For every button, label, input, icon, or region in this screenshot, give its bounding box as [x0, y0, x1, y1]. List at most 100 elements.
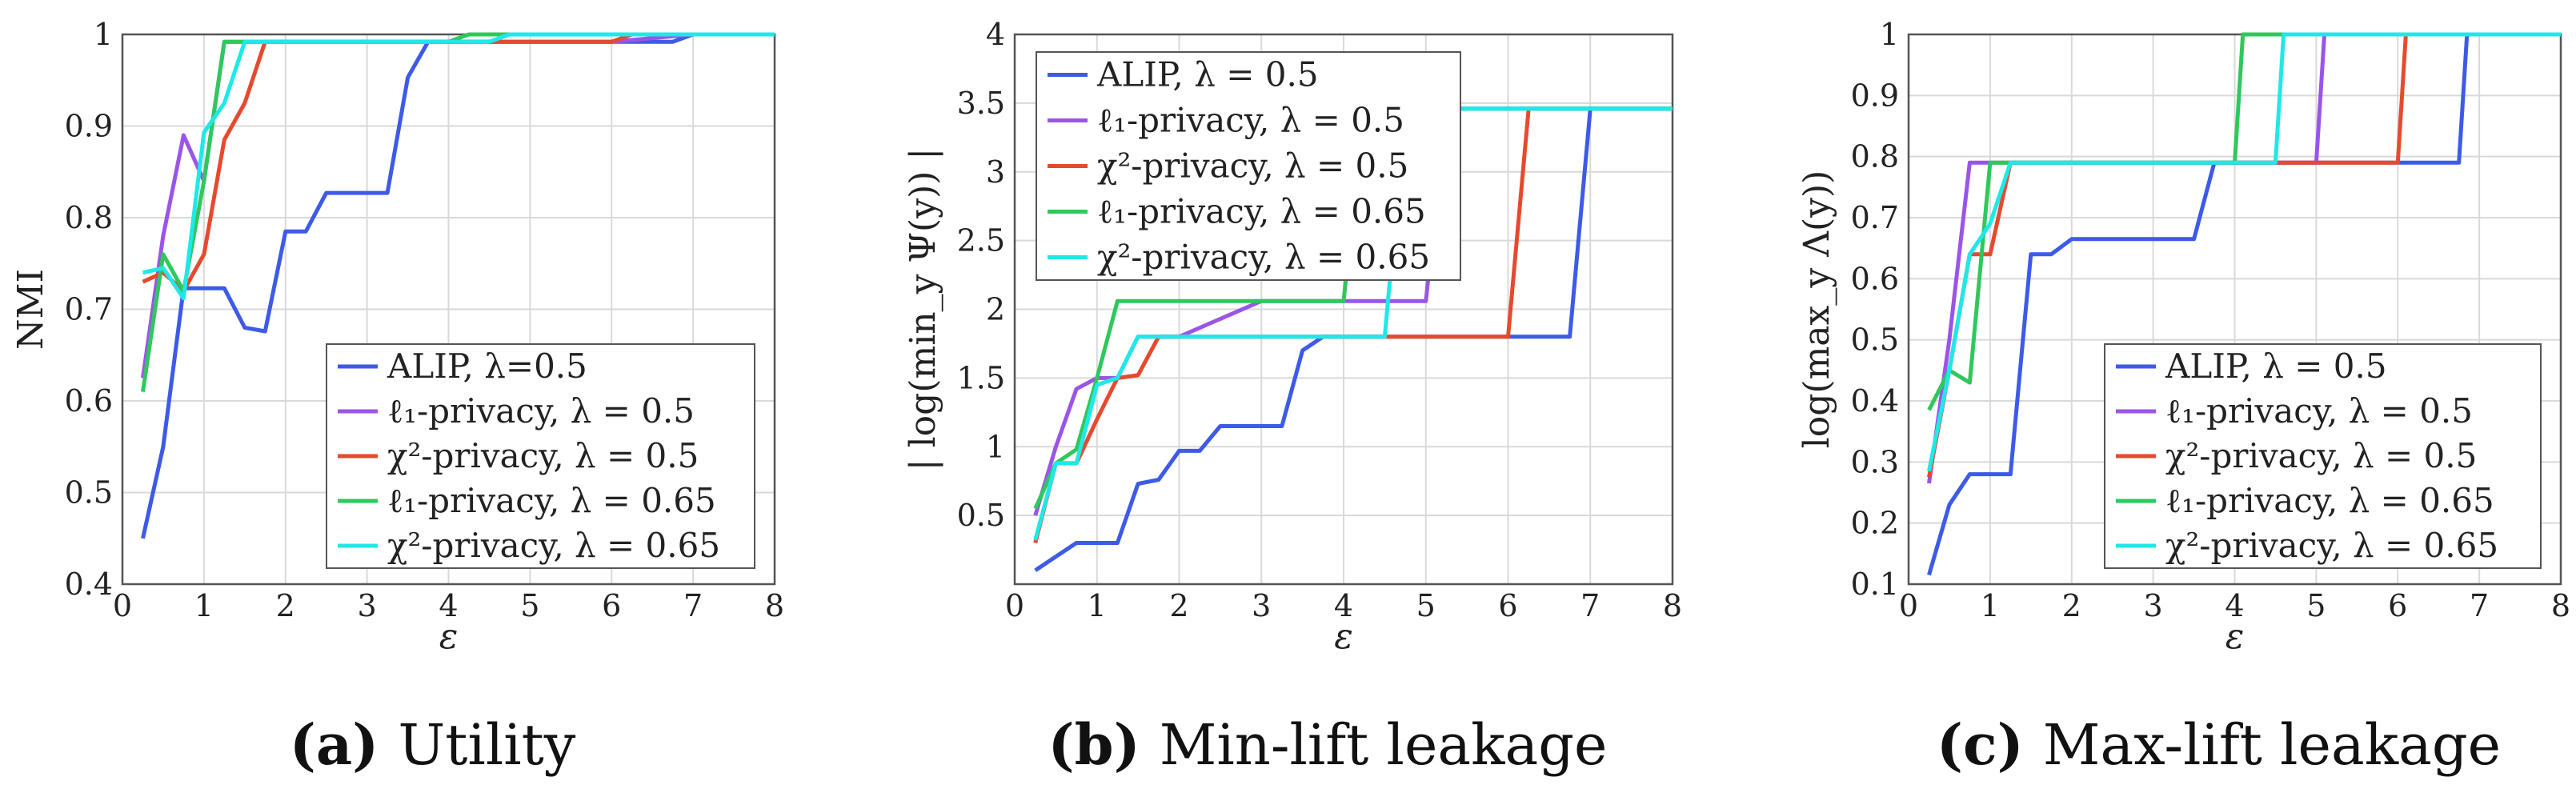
y-tick-label: 0.9	[65, 109, 113, 144]
x-tick-label: 1	[1981, 588, 2000, 623]
series-line-chi-065	[1927, 32, 2561, 472]
x-tick-label: 1	[1088, 588, 1107, 623]
y-tick-label: 0.8	[1851, 139, 1899, 174]
caption-text: (b) Min-lift leakage	[1048, 711, 1608, 778]
caption: (a) Utility	[290, 711, 576, 778]
plot-frame	[121, 33, 776, 586]
series-line-l1-065	[141, 32, 775, 392]
x-tick-label: 0	[1005, 588, 1024, 623]
legend-label: ℓ₁-privacy, λ = 0.65	[1097, 192, 1426, 231]
caption-tag: (a)	[290, 711, 379, 778]
y-tick-label: 1.5	[957, 360, 1005, 395]
x-tick-label: 3	[2144, 588, 2163, 623]
x-tick-label: 7	[2470, 588, 2489, 623]
x-tick-label: 5	[520, 588, 539, 623]
series-line-l1-05	[141, 32, 775, 378]
y-tick-label: 0.2	[1851, 506, 1899, 541]
x-tick-label: 2	[2062, 588, 2081, 623]
series-line-chi-065	[142, 32, 775, 301]
y-tick-label: 0.9	[1851, 78, 1899, 113]
y-tick-label: 0.4	[65, 567, 113, 602]
x-tick-label: 0	[1899, 588, 1918, 623]
y-tick-label: 3.5	[957, 86, 1005, 121]
caption-title: Utility	[398, 712, 575, 778]
caption-text: (a) Utility	[290, 711, 576, 778]
legend-label: χ²-privacy, λ = 0.5	[1097, 146, 1408, 186]
legend-label: ℓ₁-privacy, λ = 0.5	[2165, 391, 2473, 431]
plot-frame	[1907, 33, 2562, 586]
y-tick-label: 0.6	[65, 383, 113, 419]
legend-label: ALIP, λ = 0.5	[2165, 346, 2387, 386]
legend-label: ALIP, λ = 0.5	[1096, 55, 1319, 94]
x-tick-label: 8	[765, 588, 784, 623]
x-tick-label: 3	[1252, 588, 1271, 623]
series-line-alip	[1927, 32, 2561, 576]
y-tick-label: 0.5	[1851, 322, 1899, 358]
x-tick-labels: 0 1 2 3 4 5 6 7 8	[113, 588, 784, 623]
x-tick-label: 2	[1169, 588, 1188, 623]
caption-title: Min-lift leakage	[1160, 712, 1608, 778]
x-tick-label: 5	[1416, 588, 1436, 623]
y-tick-labels: 0.1 0.2 0.3 0.4 0.5 0.6 0.7 0.8 0.9 1	[1851, 17, 1899, 602]
y-tick-label: 1	[94, 17, 113, 52]
y-tick-label: 0.7	[1851, 200, 1899, 235]
y-tick-label: 0.3	[1851, 444, 1899, 479]
x-tick-label: 1	[194, 588, 214, 623]
y-tick-labels: 0.5 1 1.5 2 2.5 3 3.5 4	[957, 17, 1005, 533]
legend-label: χ²-privacy, λ = 0.65	[2165, 526, 2498, 565]
caption: (b) Min-lift leakage	[1048, 711, 1608, 778]
legend-label: χ²-privacy, λ = 0.65	[1097, 238, 1430, 277]
y-tick-label: 3	[986, 154, 1005, 190]
y-tick-label: 0.7	[65, 292, 113, 327]
y-axis-label: NMI	[10, 269, 51, 350]
x-axis-label: ε	[439, 616, 459, 657]
x-tick-label: 7	[1580, 588, 1600, 623]
x-tick-labels: 0 1 2 3 4 5 6 7 8	[1899, 588, 2570, 623]
x-tick-label: 6	[1498, 588, 1517, 623]
y-tick-label: 0.5	[957, 498, 1005, 533]
grid	[1014, 34, 1673, 584]
y-tick-label: 0.6	[1851, 261, 1899, 296]
y-tick-label: 0.1	[1851, 567, 1899, 602]
x-tick-label: 6	[602, 588, 621, 623]
x-tick-label: 5	[2306, 588, 2326, 623]
plot-frame	[1013, 33, 1674, 586]
y-tick-label: 1	[1880, 17, 1899, 52]
y-tick-label: 4	[986, 17, 1005, 52]
x-tick-label: 6	[2388, 588, 2407, 623]
x-tick-label: 4	[2225, 588, 2244, 623]
caption: (c) Max-lift leakage	[1937, 711, 2501, 778]
x-axis-label: ε	[1334, 616, 1353, 657]
grid	[122, 34, 775, 585]
caption-text: (c) Max-lift leakage	[1937, 711, 2501, 778]
legend-label: ℓ₁-privacy, λ = 0.5	[387, 391, 695, 431]
legend-box	[1036, 51, 1461, 281]
y-tick-label: 0.8	[65, 200, 113, 235]
y-tick-label: 1	[986, 429, 1005, 464]
x-tick-label: 8	[2551, 588, 2570, 623]
y-tick-label: 0.4	[1851, 383, 1899, 419]
legend: ALIP, λ = 0.5 ℓ₁-privacy, λ = 0.5 χ²-priva…	[1036, 51, 1461, 281]
x-tick-labels: 0 1 2 3 4 5 6 7 8	[1005, 588, 1682, 623]
caption-tag: (b)	[1048, 711, 1140, 778]
x-tick-label: 2	[276, 588, 295, 623]
legend: ALIP, λ = 0.5 ℓ₁-privacy, λ = 0.5 χ²-priva…	[2104, 343, 2542, 569]
y-tick-label: 0.5	[65, 475, 113, 511]
x-tick-label: 0	[113, 588, 132, 623]
x-axis-label: ε	[2225, 616, 2245, 657]
x-tick-label: 8	[1663, 588, 1682, 623]
x-tick-label: 7	[683, 588, 703, 623]
y-axis-label: | log(min_y Ψ(y)) |	[903, 148, 943, 471]
caption-tag: (c)	[1937, 711, 2024, 778]
x-tick-label: 4	[1334, 588, 1353, 623]
legend-label: χ²-privacy, λ = 0.5	[387, 436, 699, 475]
legend-box	[2104, 343, 2542, 569]
x-tick-label: 4	[439, 588, 458, 623]
series-lines	[141, 32, 775, 539]
legend-label: χ²-privacy, λ = 0.65	[387, 526, 720, 565]
panel-min-lift-leakage: 0 1 2 3 4 5 6 7 80.511.522.533.54ε| log(min_y Ψ(…	[903, 17, 1682, 778]
series-line-chi-065	[1033, 106, 1673, 541]
x-tick-label: 3	[358, 588, 377, 623]
legend-label: χ²-privacy, λ = 0.5	[2165, 436, 2477, 475]
